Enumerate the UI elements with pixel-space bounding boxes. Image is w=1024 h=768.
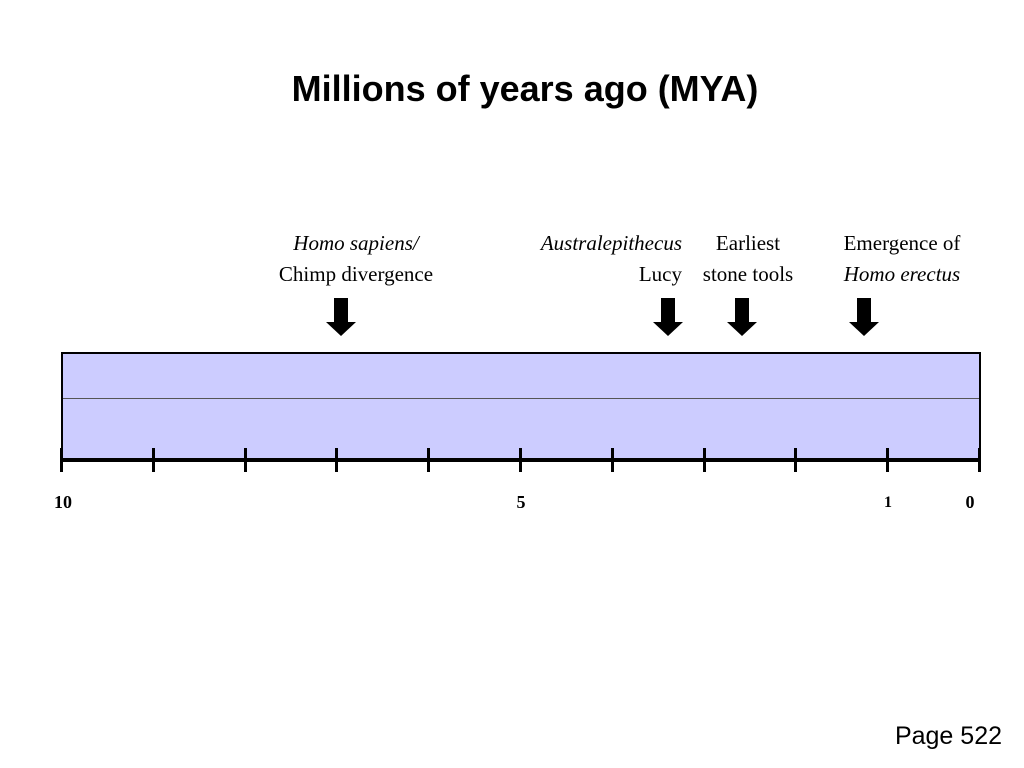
event-label-chimp-divergence: Homo sapiens/ Chimp divergence [262,228,450,290]
axis-label-1: 1 [884,494,892,511]
event-label-australopithecus-lucy: Australepithecus Lucy [500,228,682,290]
axis-tick [610,448,614,472]
axis-tick [702,448,706,472]
down-arrow-icon [653,298,683,336]
axis-label-0: 0 [965,492,975,512]
event-chimp-divergence-line2: Chimp divergence [278,262,434,286]
axis-tick [151,448,155,472]
axis-tick [519,448,522,472]
event-stone-tools-line1: Earliest [715,231,781,255]
page-title: Millions of years ago (MYA) [291,68,759,109]
axis-label-10: 10 [54,492,72,512]
event-stone-tools-line2: stone tools [702,262,794,286]
axis-tick [886,448,890,472]
event-australopithecus-line2: Lucy [638,262,682,286]
axis-tick [243,448,247,472]
axis-tick [978,448,981,472]
timeline-midline [63,398,979,399]
axis-label-5: 5 [516,492,526,512]
event-australopithecus-line1: Australepithecus [540,231,682,255]
down-arrow-icon [326,298,356,336]
event-homo-erectus-line1: Emergence of [843,231,961,255]
page-number: Page 522 [894,722,1002,750]
axis-tick [794,448,798,472]
axis-tick [60,448,63,472]
event-chimp-divergence-line1: Homo sapiens/ [293,231,419,255]
event-label-homo-erectus: Emergence of Homo erectus [826,228,978,290]
event-homo-erectus-line2: Homo erectus [843,262,961,286]
event-label-earliest-stone-tools: Earliest stone tools [690,228,806,290]
timeline-band [61,352,981,462]
axis-tick [427,448,431,472]
down-arrow-icon [727,298,757,336]
down-arrow-icon [849,298,879,336]
axis-tick [335,448,339,472]
